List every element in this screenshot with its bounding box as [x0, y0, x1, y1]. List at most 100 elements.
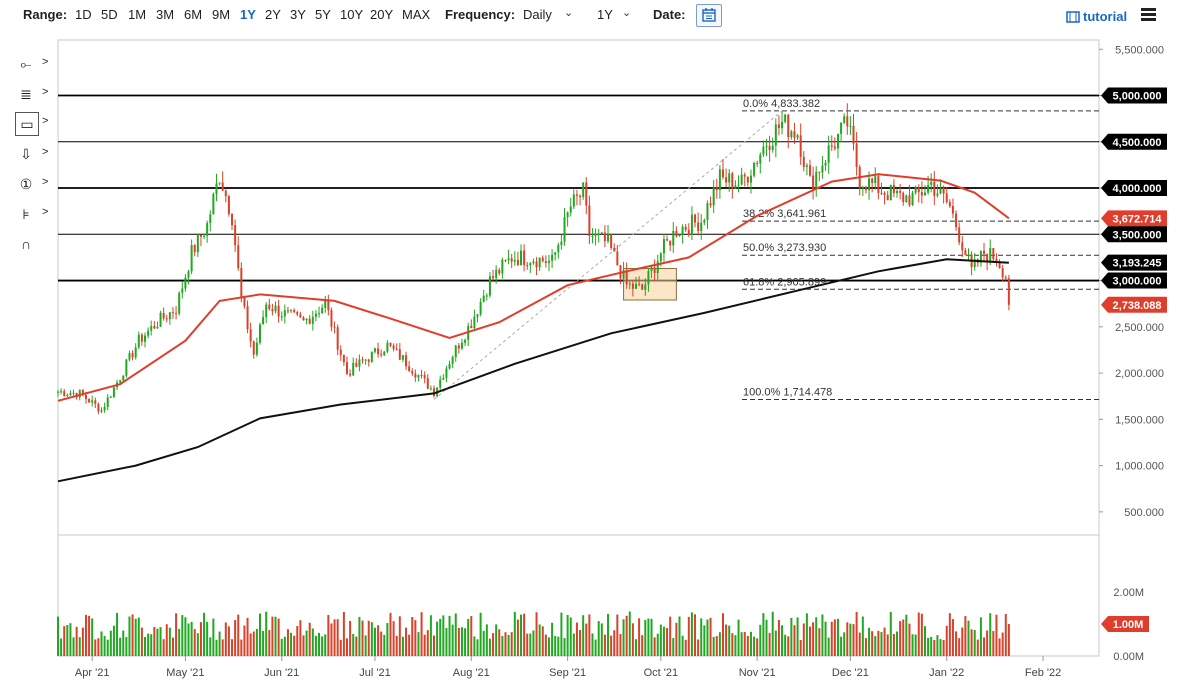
candle-body [656, 261, 659, 274]
volume-bar [485, 624, 488, 656]
volume-bar [57, 616, 59, 656]
x-tick-label: Jun '21 [264, 667, 299, 679]
range-max[interactable]: MAX [402, 7, 431, 22]
candle-body [672, 230, 675, 246]
range-5d[interactable]: 5D [101, 7, 118, 22]
volume-bar [607, 613, 610, 656]
tool-list[interactable]: ≣ > [12, 82, 52, 108]
candle-body [731, 173, 734, 189]
chevron-down-icon[interactable]: ⌄ [622, 7, 632, 19]
candle-body [833, 146, 836, 149]
volume-bar [358, 616, 361, 656]
volume-bar [271, 616, 274, 656]
moving-average-line [57, 258, 1009, 483]
volume-bar [936, 635, 939, 656]
candle-body [1007, 278, 1010, 305]
candle-body [697, 222, 700, 231]
candle-body [777, 124, 780, 129]
tool-number[interactable]: ① > [12, 172, 52, 198]
candle-body [843, 116, 846, 123]
volume-bar [153, 626, 156, 656]
range-20y[interactable]: 20Y [370, 7, 394, 22]
range-2y[interactable]: 2Y [265, 7, 281, 22]
volume-bar [843, 632, 846, 656]
hamburger-menu-icon[interactable] [1141, 8, 1156, 22]
candle-body [513, 259, 516, 262]
volume-bar [768, 632, 771, 656]
volume-bar [342, 611, 345, 656]
range-1d[interactable]: 1D [75, 7, 92, 22]
candle-body [274, 305, 277, 312]
candle-body [492, 276, 495, 279]
candle-body [196, 234, 199, 253]
candle-body [526, 264, 529, 266]
volume-bar [224, 622, 227, 656]
candle-body [535, 261, 538, 268]
candle-body [883, 192, 886, 196]
candle-body [78, 389, 81, 398]
range-1m[interactable]: 1M [128, 7, 147, 22]
price-badge [1101, 210, 1167, 227]
magnet-tool-icon: ∩ [20, 236, 32, 252]
frequency-select[interactable]: Daily [523, 7, 552, 22]
calendar-button[interactable] [696, 4, 722, 27]
tutorial-link[interactable]: tutorial [1083, 9, 1128, 24]
tool-line[interactable]: ⟜ > [12, 52, 52, 78]
volume-bar [787, 636, 790, 656]
candle-body [864, 186, 867, 191]
volume-bar [650, 618, 653, 656]
volume-bar [448, 615, 451, 656]
volume-bar [426, 630, 429, 656]
range-5y[interactable]: 5Y [315, 7, 331, 22]
volume-bar [327, 614, 330, 656]
candle-body [193, 244, 196, 253]
range-6m[interactable]: 6M [184, 7, 203, 22]
candle-body [979, 250, 982, 263]
range-1y[interactable]: 1Y [240, 7, 256, 22]
candle-body [753, 162, 756, 176]
tool-arrow[interactable]: ⇩ > [12, 142, 52, 168]
candle-body [551, 254, 554, 261]
volume-bar [544, 634, 547, 656]
chevron-right-icon: > [42, 86, 49, 98]
candle-body [246, 306, 249, 330]
volume-bar [330, 623, 333, 656]
range-9m[interactable]: 9M [212, 7, 231, 22]
candle-body [433, 388, 436, 397]
volume-bar [858, 632, 861, 656]
line-tool-icon: ⟜ [20, 56, 32, 72]
x-tick-label: Sep '21 [549, 667, 586, 679]
volume-bar [731, 633, 734, 656]
volume-bar [134, 618, 137, 656]
volume-bar [855, 611, 858, 656]
tool-magnet[interactable]: ∩ [12, 232, 52, 258]
chevron-down-icon[interactable]: ⌄ [564, 7, 574, 19]
range-10y[interactable]: 10Y [340, 7, 364, 22]
period-select[interactable]: 1Y [597, 7, 613, 22]
candle-body [218, 182, 221, 184]
volume-bar [299, 620, 302, 656]
candle-body [582, 182, 585, 198]
x-tick-label: Feb '22 [1025, 667, 1061, 679]
candle-body [234, 225, 237, 246]
volume-bar [591, 633, 594, 656]
candle-body [417, 374, 420, 378]
candle-body [563, 217, 566, 242]
tool-rectangle[interactable]: ▭ > [12, 111, 52, 137]
tool-fib[interactable]: ⊧ > [12, 202, 52, 228]
range-3m[interactable]: 3M [156, 7, 175, 22]
volume-bar [408, 634, 411, 656]
candle-body [405, 355, 408, 367]
volume-bar [864, 638, 867, 656]
volume-bar [84, 614, 87, 656]
date-label: Date: [653, 7, 686, 22]
volume-bar [212, 618, 215, 656]
range-3y[interactable]: 3Y [290, 7, 306, 22]
chevron-right-icon: > [42, 56, 49, 68]
arrow-down-tool-icon: ⇩ [20, 146, 32, 162]
candle-body [460, 342, 463, 349]
candle-body [119, 380, 122, 383]
volume-bar [352, 633, 355, 656]
volume-bar [268, 630, 271, 656]
